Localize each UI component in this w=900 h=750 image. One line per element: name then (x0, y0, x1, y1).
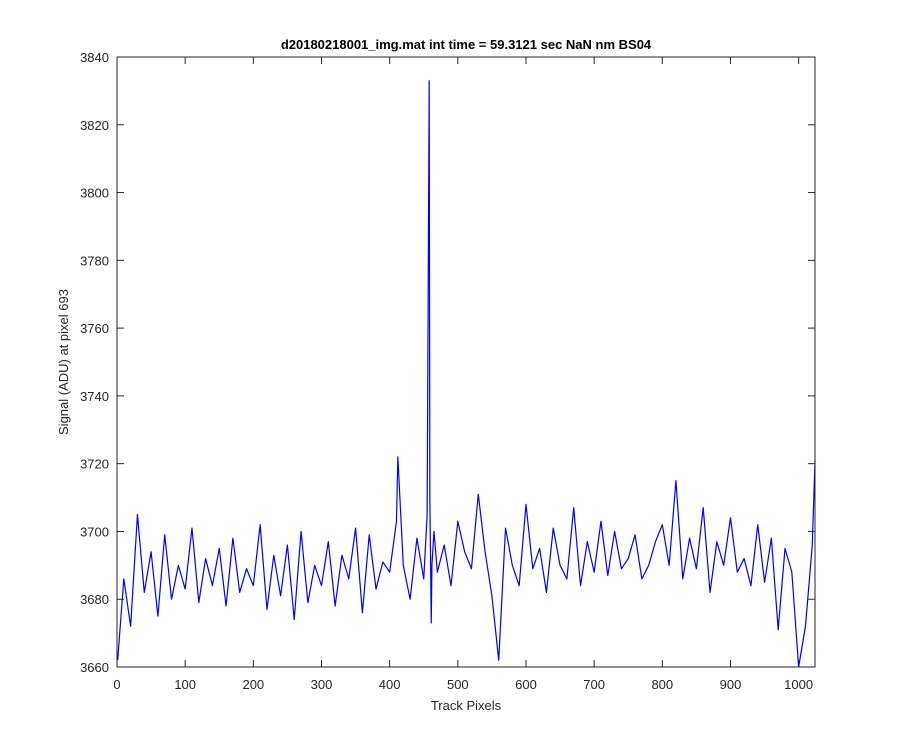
y-tick-label: 3780 (80, 253, 109, 268)
chart-title: d20180218001_img.mat int time = 59.3121 … (281, 37, 652, 52)
series-line (117, 80, 816, 668)
x-tick-label: 300 (311, 677, 333, 692)
x-tick-label: 900 (720, 677, 742, 692)
x-axis-label: Track Pixels (431, 698, 502, 713)
y-axis-label: Signal (ADU) at pixel 693 (56, 289, 71, 435)
x-tick-label: 200 (242, 677, 264, 692)
x-tick-label: 100 (174, 677, 196, 692)
y-tick-label: 3760 (80, 321, 109, 336)
plot-frame (116, 56, 816, 668)
y-tick-label: 3840 (80, 50, 109, 65)
x-tick-label: 600 (515, 677, 537, 692)
x-tick-label: 0 (113, 677, 120, 692)
x-tick-label: 1000 (784, 677, 813, 692)
plot-area (117, 57, 815, 667)
y-tick-label: 3740 (80, 389, 109, 404)
y-tick-label: 3800 (80, 186, 109, 201)
y-tick-label: 3700 (80, 524, 109, 539)
x-tick-label: 500 (447, 677, 469, 692)
x-tick-label: 700 (583, 677, 605, 692)
x-tick-label: 400 (379, 677, 401, 692)
series-layer (117, 80, 816, 668)
x-tick-label: 800 (651, 677, 673, 692)
y-tick-label: 3680 (80, 592, 109, 607)
ticks-layer: 0 100 200 300 400 500 600 700 800 900 1000 3660 3680… (80, 50, 815, 692)
y-tick-label: 3660 (80, 660, 109, 675)
y-tick-label: 3820 (80, 118, 109, 133)
y-tick-label: 3720 (80, 457, 109, 472)
